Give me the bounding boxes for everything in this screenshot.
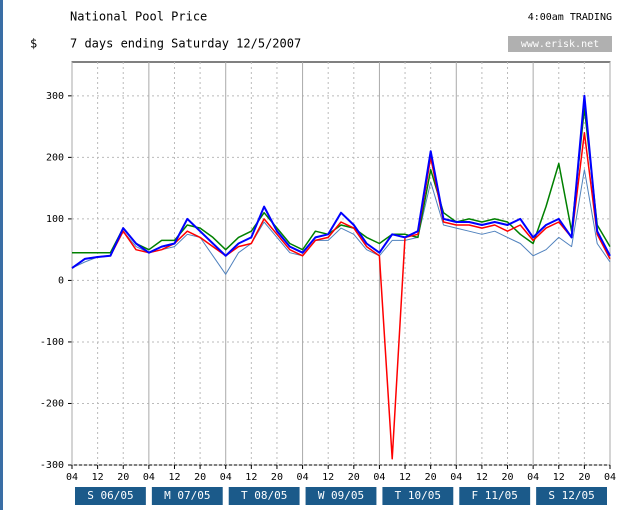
x-tick-label: 20 [117,472,129,483]
day-label: M 07/05 [164,489,210,502]
y-tick-label: -100 [40,337,64,348]
x-tick-label: 04 [527,472,539,483]
day-box [536,487,607,505]
x-tick-label: 20 [271,472,283,483]
y-tick-label: 0 [58,275,64,286]
chart-title: National Pool Price [70,10,207,24]
y-tick-label: -200 [40,398,64,409]
day-label: S 12/05 [548,489,594,502]
x-tick-label: 04 [373,472,385,483]
x-tick-label: 20 [502,472,514,483]
day-label: T 08/05 [241,489,287,502]
x-tick-label: 04 [450,472,462,483]
x-tick-label: 20 [194,472,206,483]
x-tick-label: 04 [66,472,78,483]
x-tick-label: 12 [553,472,565,483]
x-tick-label: 20 [578,472,590,483]
plot-area [71,61,611,466]
x-tick-label: 12 [322,472,334,483]
day-box [151,487,223,505]
y-tick-label: 300 [46,91,64,102]
day-label: S 06/05 [87,489,133,502]
y-tick-label: -300 [40,460,64,471]
left-border [0,0,3,510]
x-tick-label: 20 [425,472,437,483]
day-box [228,487,300,505]
x-tick-label: 12 [92,472,104,483]
price-line [71,94,611,269]
y-tick-label: 200 [46,152,64,163]
day-box [75,487,146,505]
day-box [305,487,377,505]
day-box [459,487,531,505]
day-label: T 10/05 [395,489,441,502]
x-tick-label: 04 [143,472,155,483]
x-tick-label: 12 [245,472,257,483]
y-tick-label: 100 [46,214,64,225]
x-tick-label: 04 [604,472,616,483]
source: www.erisk.net [521,39,599,50]
chart-subtitle: 7 days ending Saturday 12/5/2007 [70,37,301,51]
day-label: W 09/05 [318,489,364,502]
x-tick-label: 20 [348,472,360,483]
day-label: F 11/05 [472,489,518,502]
x-tick-label: 04 [297,472,309,483]
status: 4:00am TRADING [528,12,612,23]
price-line [72,107,611,254]
day-box [382,487,454,505]
x-tick-label: 04 [220,472,232,483]
source-box [508,36,612,52]
x-tick-label: 12 [399,472,411,483]
x-tick-label: 12 [168,472,180,483]
x-tick-label: 12 [476,472,488,483]
y-axis-label: $ [30,37,37,51]
price-line [71,132,611,460]
